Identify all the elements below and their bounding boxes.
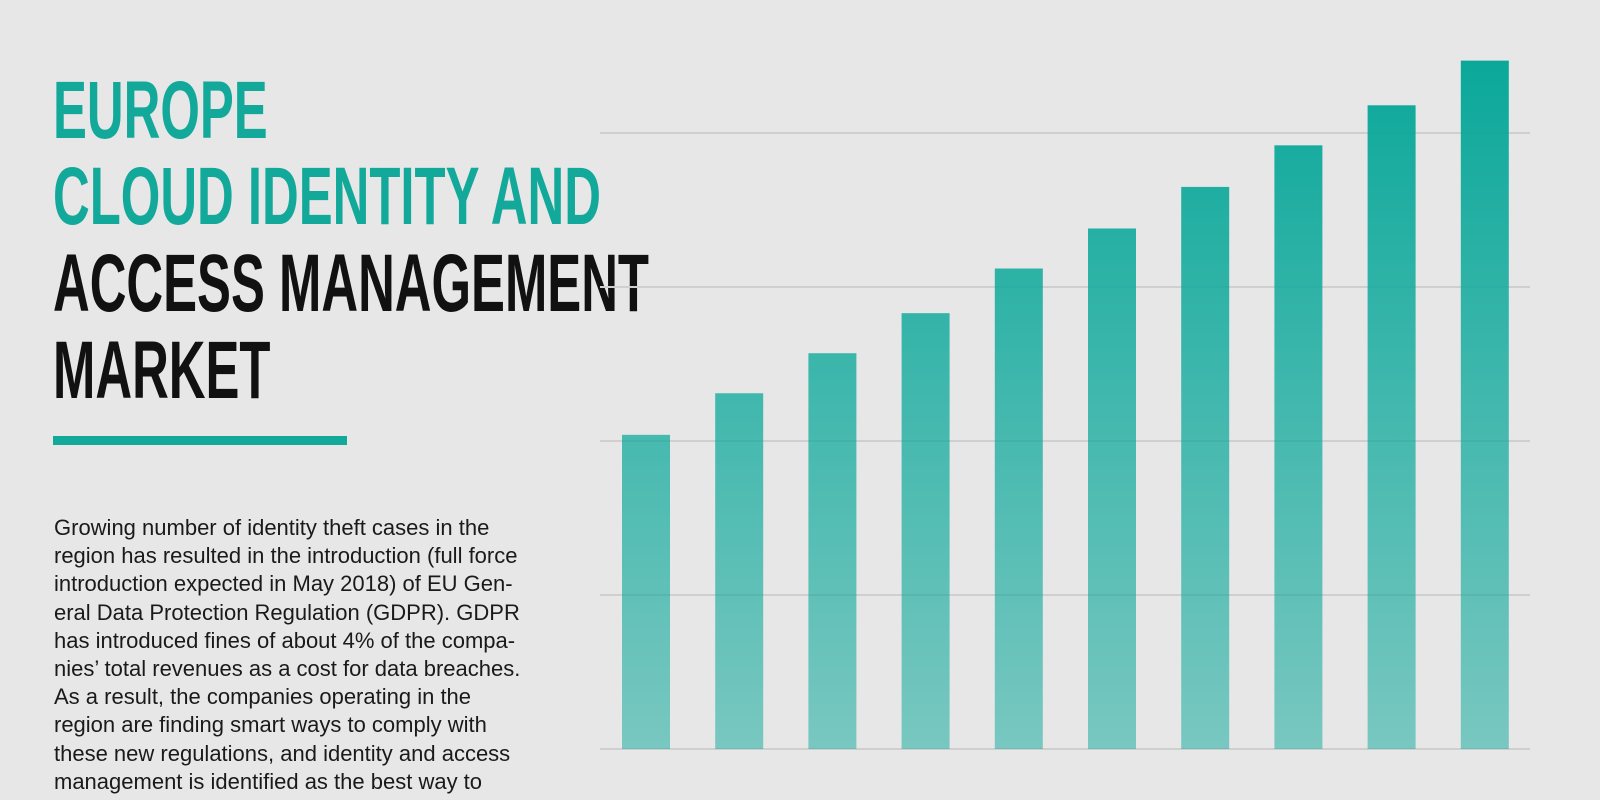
title-line: ACCESS MANAGEMENT bbox=[53, 238, 649, 329]
bar bbox=[901, 313, 950, 749]
bar bbox=[1460, 60, 1509, 750]
bar bbox=[715, 393, 764, 749]
bar bbox=[994, 268, 1043, 749]
title-underline bbox=[53, 436, 347, 445]
title-line: CLOUD IDENTITY AND bbox=[53, 151, 601, 242]
body-line: management is identified as the best way… bbox=[54, 768, 483, 794]
body-line: Growing number of identity theft cases i… bbox=[54, 515, 490, 540]
title-line: MARKET bbox=[53, 325, 271, 416]
body-line: these new regulations, and identity and … bbox=[54, 740, 511, 766]
body-line: eral Data Protection Regulation (GDPR). … bbox=[54, 599, 520, 625]
body-line: region are finding smart ways to comply … bbox=[54, 712, 487, 738]
body-line: introduction expected in May 2018) of EU… bbox=[54, 571, 513, 597]
bar bbox=[1181, 186, 1230, 749]
body-line: has introduced fines of about 4% of the … bbox=[54, 627, 516, 653]
body-line: As a result, the companies operating in … bbox=[54, 684, 472, 710]
bar bbox=[808, 353, 857, 749]
bar bbox=[1367, 105, 1416, 749]
bar bbox=[1274, 145, 1323, 749]
bar bbox=[1088, 228, 1136, 750]
body-text: Growing number of identity theft cases i… bbox=[54, 514, 520, 796]
body-line: region has resulted in the introduction … bbox=[54, 543, 518, 569]
body-line: nies’ total revenues as a cost for data … bbox=[54, 656, 521, 682]
title-line: EUROPE bbox=[53, 65, 268, 156]
bar bbox=[622, 434, 670, 749]
